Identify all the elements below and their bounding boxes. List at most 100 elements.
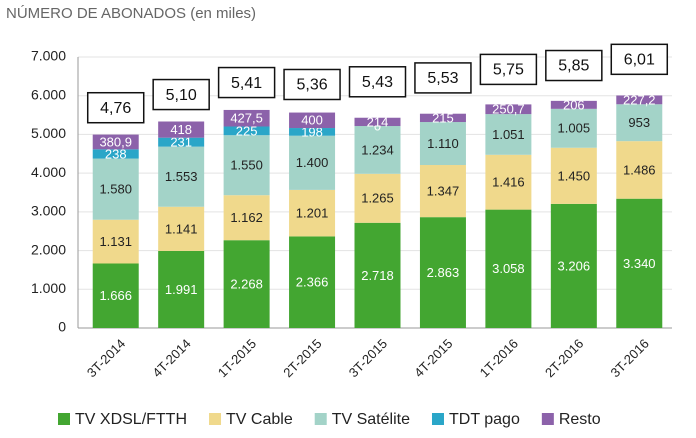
total-label: 5,10	[166, 87, 197, 104]
bar-segment	[354, 222, 401, 328]
total-box	[152, 78, 210, 111]
bar-segment	[223, 195, 270, 241]
bar-segment	[419, 217, 466, 328]
value-label: 2.863	[427, 265, 460, 280]
value-label: 380,9	[99, 134, 132, 149]
legend-swatch	[431, 413, 444, 425]
total-box	[545, 49, 603, 82]
bar-segment	[92, 158, 139, 220]
bar-segment	[419, 165, 466, 218]
bar-segment	[289, 135, 336, 190]
legend-swatch	[209, 413, 222, 425]
value-label: 1.234	[361, 142, 394, 157]
bar-segment	[223, 240, 270, 328]
value-label: 231	[170, 135, 192, 150]
y-tick-label: 4.000	[31, 164, 66, 180]
value-label: 1.450	[558, 168, 591, 183]
bar-segment	[289, 128, 336, 136]
legend-swatch	[58, 413, 70, 425]
value-label: 2.268	[230, 277, 263, 292]
x-tick-label: 1T-2016	[477, 336, 521, 380]
value-label: 250,7	[492, 102, 525, 117]
bar-segment	[354, 126, 401, 174]
value-label: 1.550	[230, 158, 263, 173]
bar-segment	[158, 121, 205, 138]
legend-label: Resto	[559, 411, 601, 428]
total-label: 5,85	[558, 58, 589, 75]
bar-segment	[92, 149, 139, 159]
value-label: 3.058	[492, 261, 525, 276]
bar-segment	[419, 113, 466, 123]
x-tick-label: 4T-2015	[411, 336, 455, 380]
value-label: 1.162	[230, 210, 263, 225]
bar-segment	[92, 134, 139, 150]
total-box	[348, 66, 407, 98]
total-label: 6,01	[624, 52, 655, 69]
bar-segment	[289, 112, 336, 129]
value-label: 1.580	[99, 182, 132, 197]
y-tick-label: 1.000	[31, 280, 66, 296]
x-tick-label: 1T-2015	[215, 336, 259, 380]
x-tick-label: 3T-2016	[607, 336, 651, 380]
bar-segment	[158, 146, 205, 207]
value-label: 1.553	[165, 169, 198, 184]
total-label: 5,53	[427, 70, 458, 87]
bar-segment	[289, 189, 336, 237]
value-label: 1.416	[492, 175, 525, 190]
total-box	[610, 43, 669, 76]
value-label: 1.991	[165, 282, 198, 297]
total-box	[414, 62, 472, 94]
bar-segment	[550, 108, 597, 148]
total-box	[283, 68, 341, 101]
bar-segment	[158, 206, 205, 251]
bar-segment	[616, 198, 663, 328]
bar-segment	[419, 122, 466, 166]
value-label: 400	[301, 113, 323, 128]
value-label: 427,5	[230, 111, 263, 126]
bar-segment	[485, 154, 532, 210]
total-box	[217, 66, 276, 99]
value-label: 238	[105, 146, 127, 161]
bar-segment	[485, 209, 532, 328]
bar-segment	[158, 137, 205, 147]
legend-label: TV XDSL/FTTH	[75, 411, 187, 428]
legend-label: TDT pago	[449, 411, 520, 428]
chart-title: NÚMERO DE ABONADOS (en miles)	[6, 5, 256, 22]
legend-label: TV Cable	[226, 411, 293, 428]
value-label: 225	[236, 123, 258, 138]
total-label: 4,76	[100, 100, 131, 117]
value-label: 418	[170, 122, 192, 137]
bar-segment	[289, 236, 336, 328]
bar-segment	[616, 141, 663, 199]
x-tick-label: 3T-2014	[84, 336, 128, 380]
legend-label: TV Satélite	[332, 411, 410, 428]
bar-segment	[550, 100, 597, 109]
legend-swatch	[314, 413, 327, 425]
value-label: 2.718	[361, 268, 394, 283]
bar-segment	[616, 95, 663, 105]
value-label: 206	[563, 97, 585, 112]
y-tick-label: 3.000	[31, 203, 66, 219]
total-label: 5,41	[231, 75, 262, 92]
value-label: 3.206	[558, 258, 591, 273]
value-label: 1.005	[558, 121, 591, 136]
value-label: 1.265	[361, 191, 394, 206]
value-label: 3.340	[623, 256, 656, 271]
bar-segment	[223, 126, 270, 136]
value-label: 1.141	[165, 221, 198, 236]
total-label: 5,36	[296, 77, 327, 94]
y-tick-label: 2.000	[31, 241, 66, 257]
bar-segment	[485, 104, 532, 115]
value-label: 953	[628, 115, 650, 130]
value-label: 1.110	[427, 136, 459, 151]
y-tick-label: 7.000	[31, 48, 66, 64]
bar-segment	[223, 135, 270, 196]
bar-segment	[92, 263, 139, 328]
x-tick-label: 2T-2016	[542, 336, 586, 380]
x-tick-label: 4T-2014	[149, 336, 193, 380]
value-label: 227,2	[623, 92, 656, 107]
value-label: 214	[367, 114, 389, 129]
y-tick-label: 6.000	[31, 86, 66, 102]
total-label: 5,43	[362, 74, 393, 91]
